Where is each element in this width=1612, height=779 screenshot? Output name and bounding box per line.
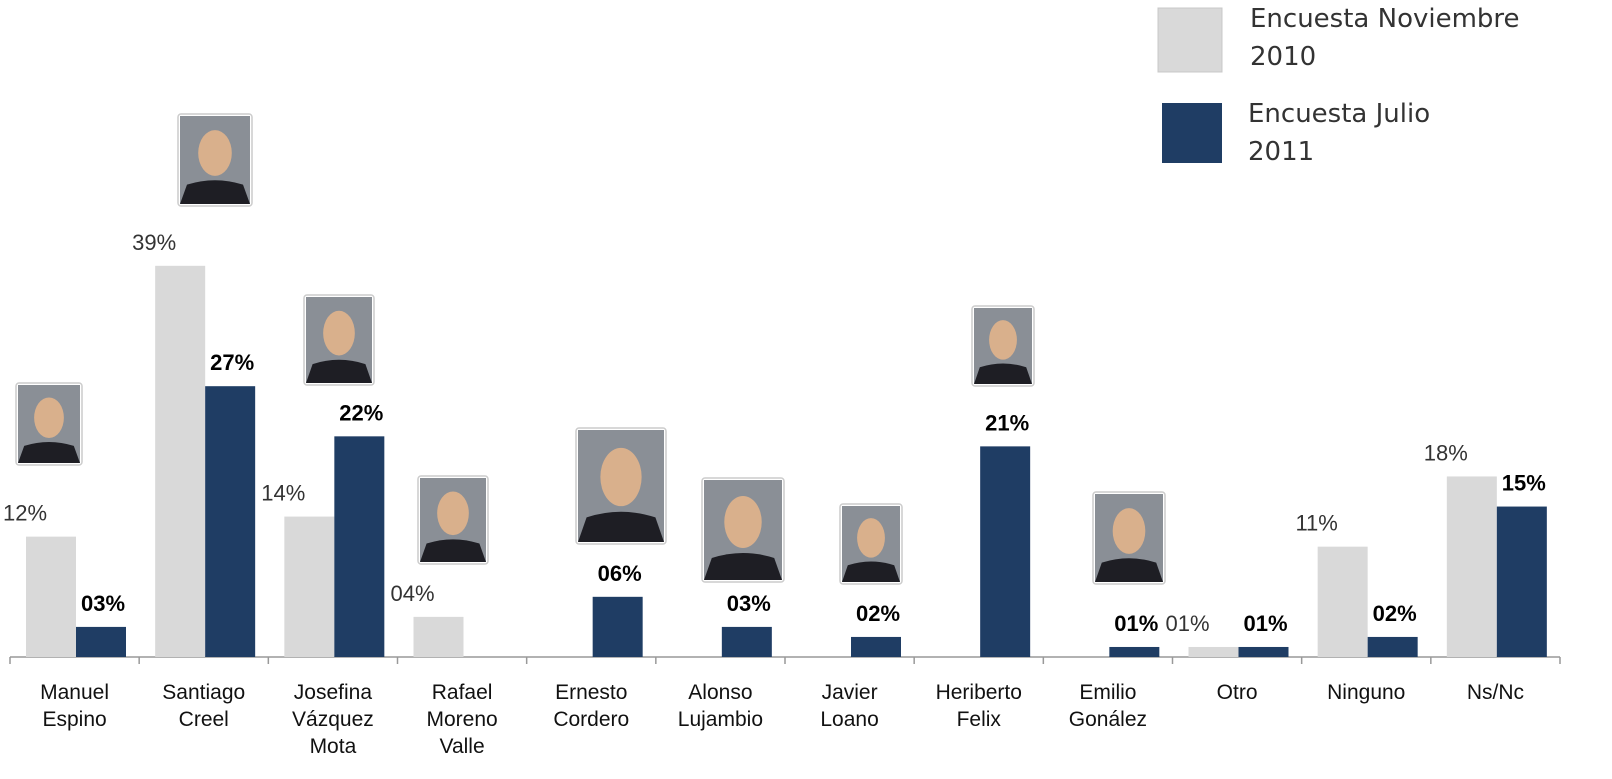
candidate-photo (417, 475, 489, 565)
photo-suit (306, 359, 372, 383)
bar (1238, 646, 1289, 657)
x-tick-label: Javier Loano (820, 681, 879, 731)
bar (1367, 636, 1418, 657)
photo-suit (704, 553, 782, 580)
x-tick-label: Otro (1216, 681, 1258, 704)
value-label: 15% (1502, 471, 1546, 496)
bar (155, 265, 206, 657)
x-tick-label: Alonso Lujambio (677, 681, 764, 731)
value-label: 02% (1373, 601, 1417, 626)
x-tick-label: Heriberto Felix (935, 681, 1022, 731)
value-label: 18% (1424, 440, 1468, 465)
x-tick-label: Josefina Vázquez Mota (292, 681, 374, 758)
photos (15, 113, 1166, 585)
photo-face (323, 310, 355, 356)
value-label: 22% (339, 400, 383, 425)
x-tick-label: Ninguno (1327, 681, 1406, 704)
photo-face (724, 496, 762, 548)
x-tick-label: Rafael Moreno Valle (426, 681, 498, 758)
x-tick-label: Ernesto Cordero (553, 681, 630, 731)
bar (1446, 476, 1497, 657)
photo-suit (180, 180, 250, 204)
legend-label: Encuesta Julio 2011 (1248, 99, 1431, 167)
photo-face (437, 491, 469, 536)
legend-swatch (1157, 7, 1223, 73)
x-tick-label: Emilio Gonález (1068, 681, 1148, 731)
bar (205, 386, 256, 657)
photo-face (198, 130, 232, 176)
photo-face (857, 518, 885, 558)
value-label: 03% (727, 591, 771, 616)
candidate-photo (575, 427, 667, 545)
candidate-photo (15, 382, 83, 466)
bar (284, 516, 335, 657)
photo-suit (1095, 558, 1163, 582)
photo-suit (974, 363, 1032, 384)
photo-suit (18, 441, 80, 463)
value-label: 11% (1295, 511, 1337, 536)
bar (980, 446, 1031, 657)
bar (592, 596, 643, 657)
value-label: 06% (598, 561, 642, 586)
x-tick-label: Ns/Nc (1466, 681, 1524, 704)
bar (1188, 646, 1239, 657)
bar (851, 636, 901, 657)
legend-swatch (1162, 103, 1222, 163)
x-tick-label: Santiago Creel (162, 681, 246, 731)
photo-face (989, 320, 1017, 360)
bar (413, 616, 464, 657)
legend-label: Encuesta Noviembre 2010 (1250, 4, 1520, 72)
bar (76, 626, 126, 657)
candidate-photo (1092, 491, 1166, 585)
bar (1496, 506, 1547, 657)
value-label: 01% (1165, 611, 1209, 636)
x-tick-label: Manuel Espino (40, 681, 110, 731)
value-label: 12% (3, 501, 47, 526)
candidate-photo (303, 294, 375, 386)
bar (334, 436, 385, 657)
photo-face (34, 397, 64, 439)
candidate-photo (971, 305, 1035, 387)
value-label: 01% (1243, 611, 1287, 636)
value-label: 27% (210, 350, 254, 375)
value-label: 39% (132, 230, 176, 255)
value-label: 04% (390, 581, 434, 606)
photo-suit (420, 539, 486, 562)
bar (1109, 646, 1160, 657)
value-label: 14% (261, 481, 305, 506)
value-label: 02% (856, 601, 900, 626)
candidate-photo (177, 113, 253, 207)
bar (26, 536, 76, 657)
value-label: 01% (1114, 611, 1158, 636)
photo-suit (578, 511, 664, 542)
photo-suit (842, 561, 900, 582)
bar (1317, 546, 1368, 657)
value-label: 03% (81, 591, 125, 616)
photo-face (1112, 508, 1146, 554)
bar (721, 626, 772, 657)
value-label: 21% (985, 410, 1029, 435)
candidate-photo (839, 503, 903, 585)
candidate-photo (701, 477, 785, 583)
photo-face (600, 447, 642, 507)
